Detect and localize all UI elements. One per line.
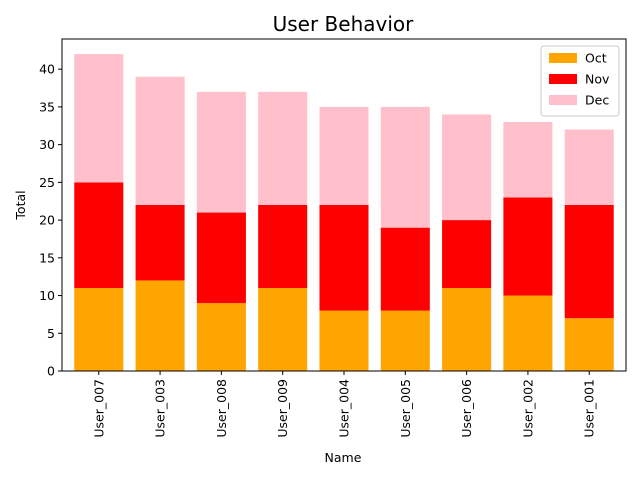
bar-nov-user_009: [258, 205, 308, 288]
x-tick-label: User_008: [214, 379, 229, 438]
bar-oct-user_009: [258, 288, 308, 371]
legend-swatch-nov: [549, 74, 577, 84]
x-tick-label: User_002: [520, 379, 535, 438]
x-axis-title: Name: [325, 450, 362, 465]
x-tick-label: User_006: [459, 379, 474, 438]
bar-oct-user_004: [319, 310, 369, 371]
bar-oct-user_003: [135, 280, 185, 371]
bar-nov-user_004: [319, 205, 369, 311]
chart-title: User Behavior: [273, 12, 415, 36]
legend-swatch-dec: [549, 95, 577, 105]
bar-oct-user_008: [196, 303, 246, 371]
y-tick-label: 35: [39, 99, 55, 114]
bar-oct-user_007: [74, 288, 124, 371]
x-tick-label: User_005: [398, 379, 413, 438]
y-tick-label: 5: [47, 326, 55, 341]
x-tick-label: User_004: [337, 379, 352, 438]
y-axis-title: Total: [13, 190, 28, 220]
legend-label-dec: Dec: [585, 93, 609, 108]
y-tick-label: 0: [47, 364, 55, 379]
bars-layer: [74, 54, 614, 371]
y-tick-label: 30: [39, 137, 55, 152]
legend: Oct Nov Dec: [540, 45, 620, 117]
bar-nov-user_006: [442, 220, 492, 288]
bar-oct-user_002: [503, 295, 553, 371]
bar-nov-user_002: [503, 197, 553, 296]
x-tick-label: User_007: [91, 379, 106, 438]
bar-nov-user_001: [564, 205, 614, 319]
x-axis: User_007 User_003 User_008 User_009 User_004…: [91, 371, 597, 438]
bar-dec-user_002: [503, 122, 553, 198]
y-tick-label: 15: [39, 250, 55, 265]
x-tick-label: User_009: [275, 379, 290, 438]
bar-dec-user_009: [258, 91, 308, 205]
bar-oct-user_006: [442, 288, 492, 371]
y-tick-label: 25: [39, 175, 55, 190]
legend-label-nov: Nov: [585, 72, 610, 87]
x-tick-label: User_001: [582, 379, 597, 438]
bar-oct-user_005: [380, 310, 430, 371]
bar-nov-user_007: [74, 182, 124, 288]
bar-nov-user_008: [196, 212, 246, 304]
bar-oct-user_001: [564, 318, 614, 371]
bar-dec-user_007: [74, 54, 124, 183]
x-tick-label: User_003: [153, 379, 168, 438]
y-tick-label: 40: [39, 62, 55, 77]
y-tick-label: 10: [39, 288, 55, 303]
legend-label-oct: Oct: [585, 51, 607, 66]
bar-dec-user_005: [380, 106, 430, 228]
bar-dec-user_001: [564, 129, 614, 205]
bar-nov-user_005: [380, 227, 430, 311]
bar-dec-user_008: [196, 91, 246, 213]
y-tick-label: 20: [39, 213, 55, 228]
bar-nov-user_003: [135, 205, 185, 281]
legend-swatch-oct: [549, 53, 577, 63]
y-axis: 0 5 10 15 20 25 30 35 40: [39, 62, 62, 379]
bar-dec-user_003: [135, 76, 185, 205]
bar-dec-user_004: [319, 106, 369, 205]
bar-dec-user_006: [442, 114, 492, 221]
